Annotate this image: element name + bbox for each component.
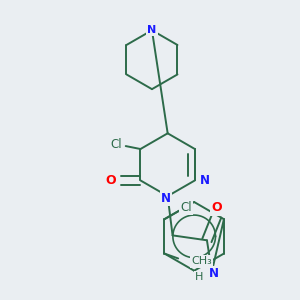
Text: CH₃: CH₃ <box>191 256 212 266</box>
Text: H: H <box>195 272 203 282</box>
Text: Cl: Cl <box>180 201 192 214</box>
Text: N: N <box>147 25 157 35</box>
Text: O: O <box>106 174 116 187</box>
Text: N: N <box>200 174 210 187</box>
Text: Cl: Cl <box>110 138 122 151</box>
Text: N: N <box>209 267 219 280</box>
Text: N: N <box>147 25 157 35</box>
Text: N: N <box>161 192 171 205</box>
Text: O: O <box>212 201 222 214</box>
